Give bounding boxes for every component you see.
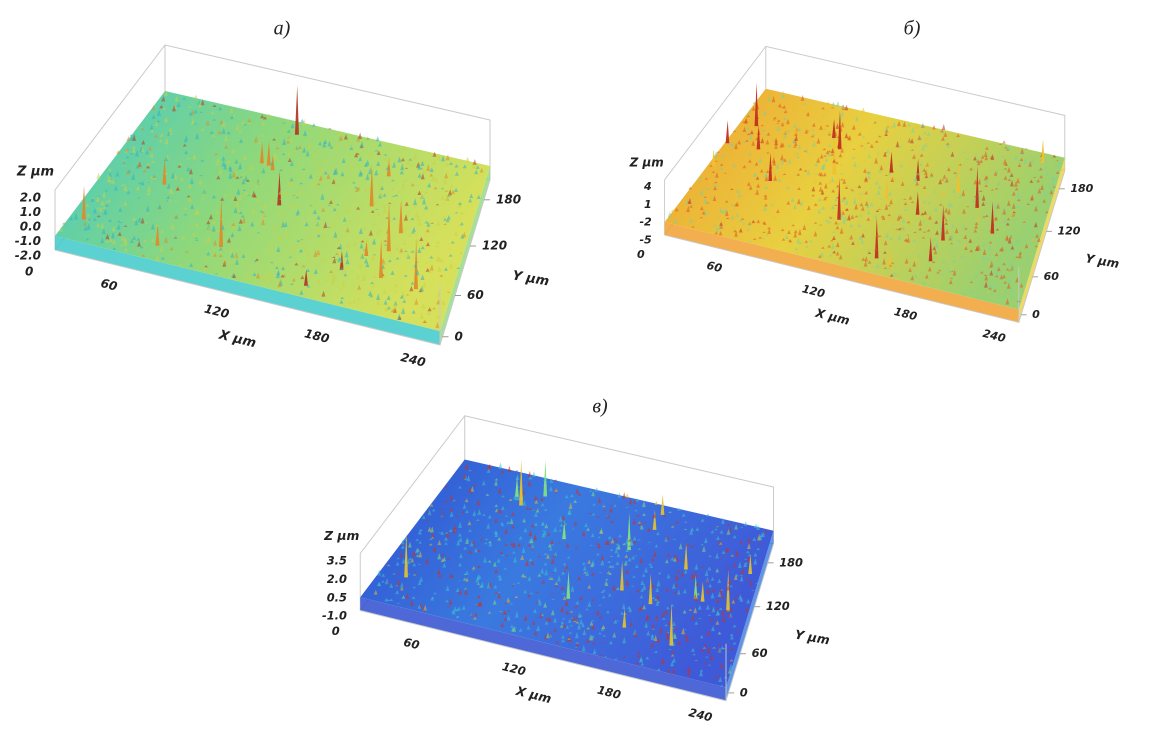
y-tick-label: 180 [779, 555, 803, 569]
surface-peak [706, 513, 710, 516]
surface-peak [861, 107, 865, 112]
y-axis-title: Y µm [1084, 251, 1120, 271]
origin-label: 0 [637, 248, 645, 261]
y-axis-title: Y µm [794, 628, 831, 648]
y-tick-label: 60 [752, 646, 768, 660]
surface-peak [328, 128, 332, 129]
figure: а) б) в) Z µm2.01.00.0-1.0-2.00601201802… [0, 0, 1166, 753]
z-tick-label: 2.0 [327, 572, 347, 586]
y-tick-label: 60 [467, 288, 484, 302]
x-tick-label: 240 [687, 705, 714, 724]
surface-peak [312, 123, 316, 126]
x-tick-label: 60 [99, 276, 119, 294]
surface-peak [622, 492, 626, 498]
x-axis-title: X µm [514, 684, 553, 707]
surface-panel: Z µm3.52.00.5-1.0060120180240X µm0601201… [322, 416, 831, 725]
y-tick-label: 60 [1044, 270, 1060, 283]
y-tick-label: 120 [1057, 224, 1080, 237]
surface-peak [932, 125, 936, 130]
z-tick-label: 0.0 [20, 220, 41, 234]
surface-peak [942, 124, 946, 130]
y-tick-label: 180 [496, 192, 521, 206]
surface-peak [528, 471, 532, 477]
surface-peak [595, 487, 599, 491]
surface-peak [96, 172, 100, 179]
surface-peak [661, 494, 665, 514]
surface-peak [625, 493, 629, 497]
y-tick-label: 0 [455, 329, 463, 343]
panel-label: б) [904, 18, 921, 40]
surface-peak [831, 102, 835, 106]
x-tick-label: 60 [402, 635, 421, 652]
surface-peak [300, 119, 304, 123]
x-tick-label: 120 [501, 659, 528, 678]
z-tick-label: -1.0 [15, 234, 41, 248]
z-tick-label: 2.0 [20, 191, 41, 205]
surface-panel: Z µm 2.01.00.0-1.0-2.0 0 60 120 180 240 X µm 0 60… [15, 45, 551, 370]
surface-peak [726, 120, 730, 143]
z-tick-label: -2.0 [15, 249, 41, 263]
surface-peak [1041, 139, 1045, 163]
y-tick-label: 120 [766, 599, 790, 613]
origin-label: 0 [332, 624, 340, 638]
x-tick-label: 180 [303, 326, 331, 346]
panel-label: а) [274, 18, 291, 40]
z-tick-label: 3.5 [327, 554, 347, 568]
y-tick-label: 180 [1070, 182, 1093, 195]
surface-peak [532, 472, 536, 477]
z-axis-title: Z µm [323, 529, 359, 543]
surface-peak [498, 462, 502, 469]
surface-peak [465, 157, 469, 162]
surface-peak [515, 470, 519, 471]
panel-label: в) [592, 396, 608, 418]
z-tick-label: 1 [644, 198, 652, 211]
z-tick-label: 1.0 [20, 205, 41, 219]
z-tick-label: -2 [639, 216, 652, 229]
surface-peak [295, 85, 299, 134]
surface-peak [836, 101, 840, 107]
y-axis-title: Y µm [511, 268, 550, 289]
surface-peak [507, 466, 511, 472]
y-tick-label: 0 [740, 685, 748, 699]
surface-panel: Z µm41-2-5060120180240X µm060120180Y µm [629, 46, 1121, 345]
x-tick-label: 180 [596, 683, 623, 702]
surface-peak [1002, 140, 1006, 143]
surface-peak [376, 136, 380, 141]
x-axis-title: X µm [216, 327, 257, 351]
surface-peak [194, 95, 198, 99]
z-tick-label: -1.0 [322, 609, 347, 623]
z-tick-label: 0.5 [327, 590, 347, 604]
x-axis-title: X µm [813, 306, 851, 328]
z-tick-label: 4 [643, 180, 652, 193]
surface-peak [473, 159, 477, 165]
origin-label: 0 [25, 265, 33, 279]
z-axis-title: Z µm [629, 156, 664, 170]
surface-peak [654, 501, 658, 505]
x-tick-label: 60 [705, 259, 723, 275]
x-tick-label: 240 [399, 350, 427, 370]
x-tick-label: 120 [801, 282, 827, 300]
x-tick-label: 180 [893, 305, 919, 323]
z-tick-label: -5 [639, 234, 652, 247]
y-tick-label: 120 [482, 239, 507, 253]
surface-peak [744, 521, 748, 526]
x-tick-label: 120 [203, 302, 231, 322]
x-tick-label: 240 [981, 327, 1007, 345]
y-tick-label: 0 [1032, 308, 1040, 321]
z-axis-title: Z µm [16, 165, 54, 180]
surface-peak [754, 524, 758, 528]
